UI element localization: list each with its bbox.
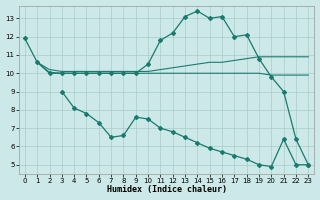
X-axis label: Humidex (Indice chaleur): Humidex (Indice chaleur) bbox=[107, 185, 227, 194]
